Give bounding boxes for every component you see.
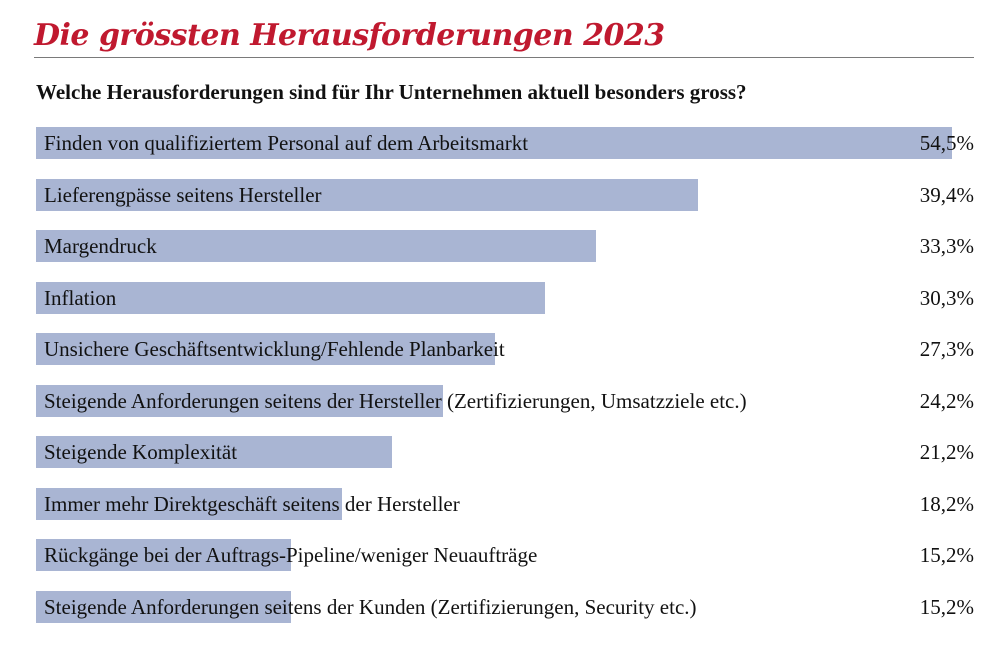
bar bbox=[36, 384, 443, 417]
bar bbox=[36, 333, 495, 365]
category-label: Inflation bbox=[44, 285, 117, 310]
value-label: 24,2% bbox=[919, 388, 974, 413]
chart-subtitle: Welche Herausforderungen sind für Ihr Un… bbox=[36, 80, 747, 104]
value-label: 15,2% bbox=[919, 543, 974, 567]
title-divider bbox=[34, 57, 974, 58]
bar-row: Steigende Komplexität 21,2% bbox=[0, 436, 1000, 476]
bar-row: Rückgänge bei der Auftrags-Pipeline/weni… bbox=[0, 539, 1000, 579]
value-label: 39,4% bbox=[919, 182, 974, 207]
category-label: Unsichere Geschäftsentwicklung/Fehlende … bbox=[44, 337, 505, 361]
value-label: 15,2% bbox=[919, 594, 974, 619]
value-label: 54,5% bbox=[919, 131, 974, 155]
category-label: Finden von qualifiziertem Personal auf d… bbox=[44, 131, 529, 155]
category-label: Rückgänge bei der Auftrags-Pipeline/weni… bbox=[44, 543, 538, 567]
category-label: Immer mehr Direktgeschäft seitens der He… bbox=[44, 491, 460, 516]
bar-row: Steigende Anforderungen seitens der Kund… bbox=[0, 590, 1000, 631]
bar bbox=[36, 178, 699, 211]
value-label: 18,2% bbox=[919, 491, 974, 516]
bar-row: Finden von qualifiziertem Personal auf d… bbox=[0, 127, 1000, 167]
category-label: Lieferengpässe seitens Hersteller bbox=[44, 182, 322, 207]
value-label: 27,3% bbox=[919, 337, 974, 361]
bar bbox=[36, 590, 292, 623]
category-label: Steigende Anforderungen seitens der Hers… bbox=[44, 388, 747, 413]
bar bbox=[36, 230, 596, 262]
bar bbox=[36, 539, 292, 571]
bar-row: Lieferengpässe seitens Hersteller 39,4% bbox=[0, 178, 1000, 219]
chart-title: Die grössten Herausforderungen 2023 bbox=[34, 18, 665, 53]
bar bbox=[36, 127, 952, 159]
bar-row: Inflation 30,3% bbox=[0, 281, 1000, 322]
value-label: 21,2% bbox=[919, 440, 974, 464]
category-label: Margendruck bbox=[44, 234, 157, 258]
bar bbox=[36, 487, 342, 520]
bar-row: Margendruck 33,3% bbox=[0, 230, 1000, 270]
bar bbox=[36, 281, 546, 314]
bar-row: Unsichere Geschäftsentwicklung/Fehlende … bbox=[0, 333, 1000, 373]
category-label: Steigende Komplexität bbox=[44, 440, 238, 464]
bar bbox=[36, 436, 393, 468]
value-label: 30,3% bbox=[919, 285, 974, 310]
category-label: Steigende Anforderungen seitens der Kund… bbox=[44, 594, 697, 619]
bar-row: Immer mehr Direktgeschäft seitens der He… bbox=[0, 487, 1000, 528]
bar-row: Steigende Anforderungen seitens der Hers… bbox=[0, 384, 1000, 425]
value-label: 33,3% bbox=[919, 234, 974, 258]
